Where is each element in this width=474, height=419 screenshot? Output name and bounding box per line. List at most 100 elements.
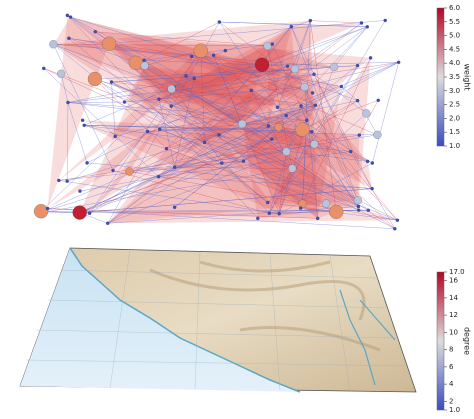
node	[313, 103, 318, 107]
edge	[300, 207, 398, 221]
edge	[333, 26, 368, 68]
node	[72, 205, 87, 220]
edge	[278, 151, 287, 214]
node	[298, 199, 307, 208]
node	[111, 168, 115, 173]
node	[93, 30, 97, 34]
colorbar-tick-label: 4.0	[449, 59, 460, 67]
node	[65, 179, 69, 183]
node	[267, 211, 271, 215]
node	[164, 146, 169, 151]
node	[87, 71, 103, 87]
edge	[313, 74, 373, 189]
node	[167, 84, 176, 94]
edge	[279, 162, 373, 214]
node	[266, 124, 271, 128]
edge	[158, 176, 373, 189]
edge	[304, 87, 318, 219]
edge	[144, 50, 201, 66]
edge	[267, 45, 293, 169]
edge	[292, 65, 358, 169]
colorbar	[436, 7, 445, 147]
edge	[67, 102, 269, 127]
node	[321, 199, 331, 208]
edge	[243, 105, 316, 162]
edge	[94, 78, 167, 149]
node	[393, 227, 397, 231]
node	[66, 100, 70, 105]
node	[82, 123, 86, 128]
node	[282, 147, 291, 156]
edge	[79, 176, 159, 192]
node	[356, 208, 361, 212]
edge	[294, 20, 311, 70]
edge	[39, 138, 272, 214]
node	[172, 205, 177, 209]
edge	[261, 62, 399, 66]
edge	[158, 151, 351, 177]
edge	[94, 78, 272, 140]
node	[193, 43, 208, 58]
edge	[310, 20, 337, 212]
edge	[129, 151, 287, 172]
edge	[277, 86, 305, 108]
node	[284, 113, 288, 118]
node	[316, 216, 320, 221]
edge	[260, 26, 292, 66]
node	[274, 123, 283, 132]
edge	[300, 105, 351, 152]
edge	[277, 20, 311, 108]
edge-face	[159, 26, 295, 100]
edge	[58, 180, 280, 214]
edge	[359, 100, 379, 136]
edge	[95, 31, 293, 169]
node	[339, 84, 344, 89]
node	[33, 204, 49, 219]
river	[339, 289, 396, 386]
edge	[241, 124, 359, 207]
edge	[191, 56, 378, 136]
edge	[278, 62, 399, 128]
node	[370, 161, 375, 165]
node	[85, 161, 89, 165]
colorbar-tick-label: 4	[449, 380, 454, 388]
colorbar-title: weight	[463, 64, 472, 91]
edge	[311, 100, 358, 132]
edge	[166, 148, 337, 213]
node	[256, 216, 260, 221]
colorbar-tick-label: 3.0	[449, 87, 460, 95]
node	[125, 167, 134, 176]
edge	[53, 44, 268, 47]
edge	[79, 188, 373, 213]
node	[299, 104, 303, 108]
node	[310, 130, 314, 134]
node	[356, 204, 361, 209]
edge	[107, 151, 287, 224]
node	[202, 140, 207, 145]
edge	[129, 171, 398, 221]
node	[275, 105, 280, 109]
node	[102, 36, 117, 51]
edge	[107, 125, 269, 224]
node	[45, 206, 50, 211]
edge	[39, 124, 242, 214]
node	[310, 91, 315, 95]
node	[68, 15, 73, 19]
edge	[79, 62, 399, 213]
node	[113, 134, 117, 139]
colorbar-tick-label: 16	[449, 277, 458, 285]
node	[353, 196, 363, 205]
edge	[94, 78, 205, 143]
node	[357, 133, 362, 137]
edge	[79, 105, 316, 213]
colorbar-title: degree	[463, 327, 472, 355]
edge	[286, 100, 358, 116]
edge	[310, 20, 362, 24]
node	[270, 42, 274, 46]
node	[142, 58, 146, 62]
edge	[213, 55, 316, 106]
edge-face	[89, 106, 172, 214]
node	[140, 61, 149, 70]
colorbar-tick-label: 3.5	[449, 73, 460, 81]
node	[298, 206, 303, 210]
